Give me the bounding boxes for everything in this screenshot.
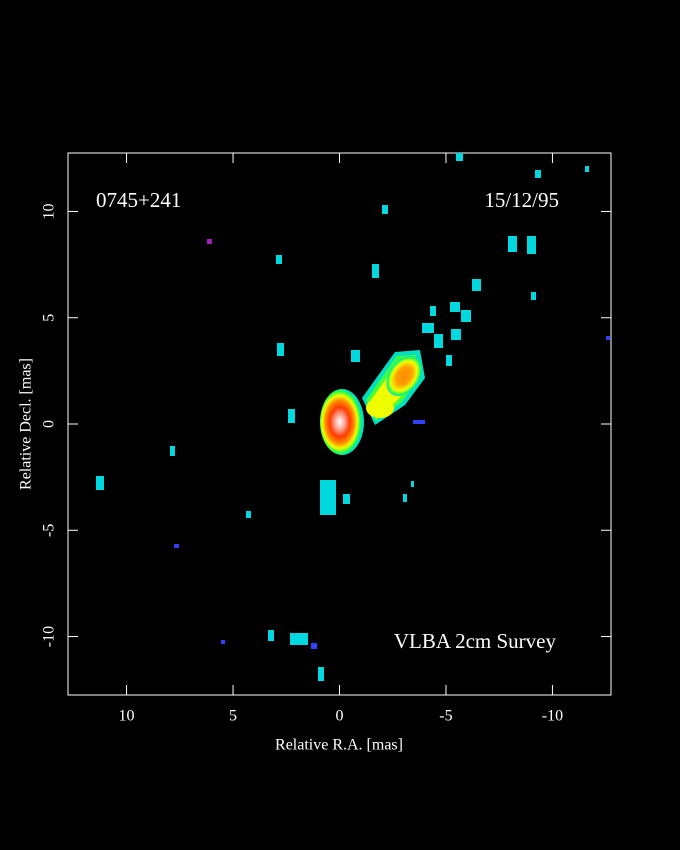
- x-tick-label: 5: [229, 708, 237, 725]
- x-tick-label: 0: [336, 708, 344, 725]
- x-tick-label: -10: [542, 708, 563, 725]
- y-tick-label: -10: [41, 626, 58, 647]
- x-tick-label: -5: [439, 708, 452, 725]
- radio-emission: [96, 153, 610, 681]
- y-tick-label: 0: [41, 420, 58, 428]
- y-axis-label: Relative Decl. [mas]: [18, 358, 35, 490]
- source-label: 0745+241: [96, 188, 181, 212]
- y-tick-label: -5: [41, 524, 58, 537]
- survey-label: VLBA 2cm Survey: [394, 629, 557, 653]
- y-tick-label: 10: [41, 203, 58, 219]
- x-axis-label: Relative R.A. [mas]: [275, 737, 403, 754]
- y-tick-label: 5: [41, 314, 58, 322]
- x-tick-label: 10: [119, 708, 135, 725]
- date-label: 15/12/95: [484, 188, 559, 212]
